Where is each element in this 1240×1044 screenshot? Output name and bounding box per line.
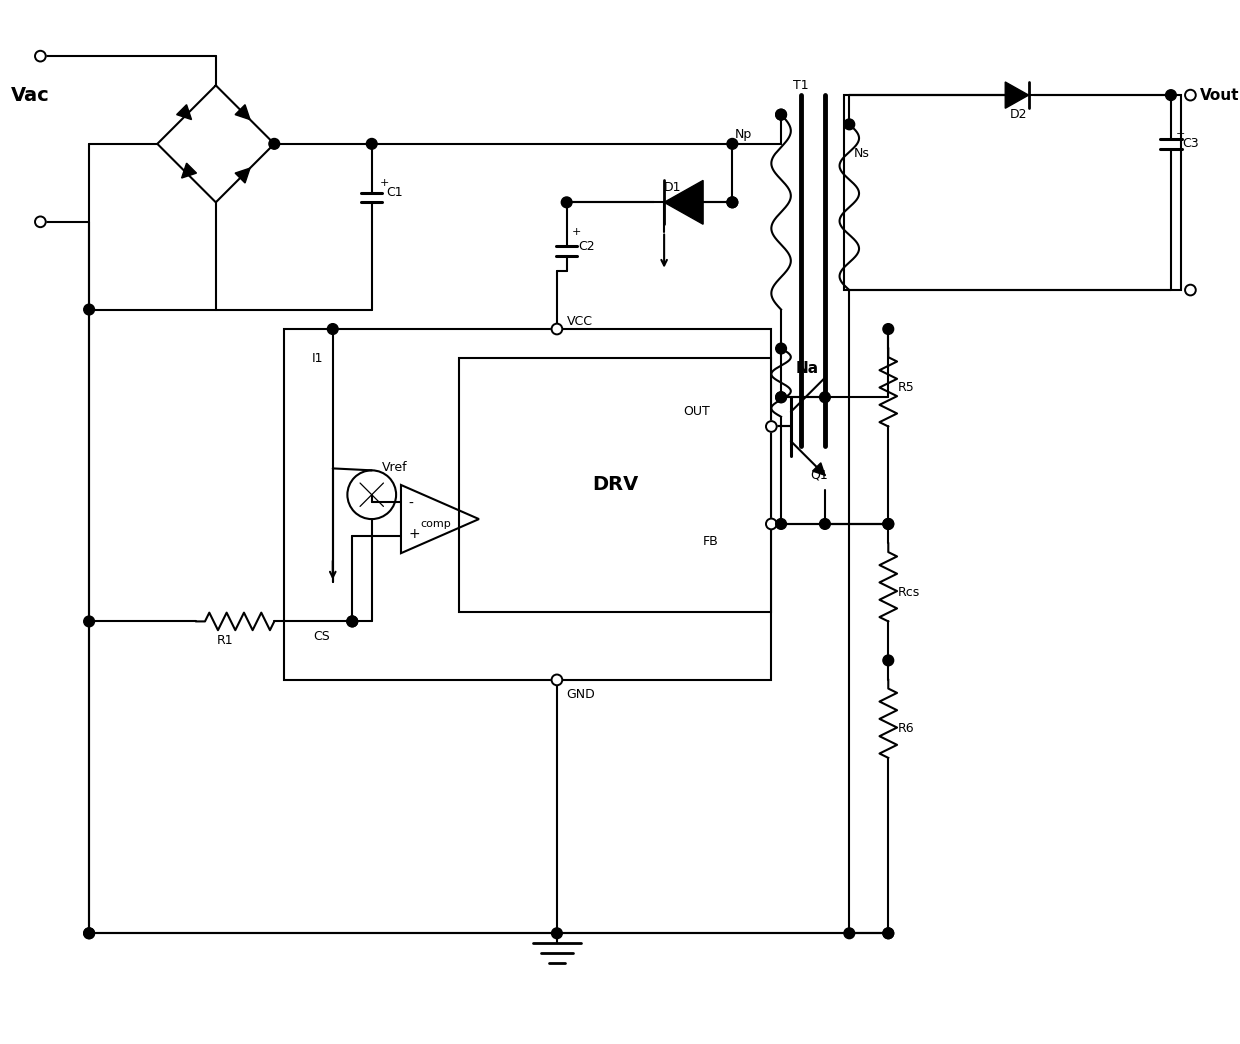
Text: R5: R5 [898,381,915,394]
Text: VCC: VCC [567,314,593,328]
Circle shape [883,928,894,939]
Polygon shape [812,462,825,475]
Circle shape [820,519,831,529]
Bar [284,329,771,680]
Circle shape [562,197,572,208]
Text: R6: R6 [898,722,915,735]
Text: T1: T1 [792,79,808,92]
Text: Q1: Q1 [810,469,828,481]
Polygon shape [181,163,196,179]
Polygon shape [1006,82,1029,109]
Circle shape [766,421,776,432]
Text: I1: I1 [311,352,322,364]
Text: Na: Na [796,360,818,376]
Text: -: - [409,497,414,511]
Text: Vref: Vref [382,460,407,474]
Circle shape [766,519,776,529]
Circle shape [84,304,94,315]
Text: +: + [379,177,389,188]
Text: GND: GND [567,688,595,701]
Circle shape [776,392,786,403]
Circle shape [776,343,786,354]
Circle shape [776,110,786,120]
Polygon shape [236,104,250,120]
Text: OUT: OUT [683,405,711,419]
Text: FB: FB [703,535,719,548]
Circle shape [35,51,46,62]
Circle shape [883,519,894,529]
Circle shape [883,519,894,529]
Circle shape [552,674,562,685]
Text: DRV: DRV [593,475,639,495]
Text: C1: C1 [387,186,403,199]
Circle shape [1185,90,1195,100]
Circle shape [727,197,738,208]
Circle shape [1166,90,1177,100]
Circle shape [844,119,854,129]
Text: +: + [1176,129,1185,139]
Circle shape [84,928,94,939]
Text: CS: CS [314,630,330,642]
Text: Vout: Vout [1200,88,1240,102]
Circle shape [883,324,894,334]
Circle shape [269,139,280,149]
Circle shape [820,392,831,403]
Text: Ns: Ns [854,147,870,160]
Circle shape [1185,285,1195,295]
Text: C3: C3 [1183,138,1199,150]
Text: Vac: Vac [11,86,50,104]
Text: comp: comp [420,519,451,529]
Text: C2: C2 [578,240,595,253]
Text: R1: R1 [217,635,234,647]
Bar [460,358,771,612]
Text: Np: Np [734,127,751,141]
Circle shape [347,616,357,626]
Circle shape [552,324,562,334]
Circle shape [327,324,339,334]
Circle shape [84,928,94,939]
Circle shape [776,392,786,403]
Circle shape [776,519,786,529]
Circle shape [844,928,854,939]
Circle shape [776,110,786,120]
Circle shape [883,655,894,666]
Circle shape [35,216,46,228]
Text: +: + [572,227,580,237]
Text: Rcs: Rcs [898,586,920,598]
Circle shape [883,928,894,939]
Polygon shape [665,181,703,224]
Polygon shape [176,104,191,120]
Text: D1: D1 [665,182,682,194]
Circle shape [84,616,94,626]
Polygon shape [236,168,250,183]
Text: D2: D2 [1011,109,1028,121]
Circle shape [366,139,377,149]
Bar [844,95,1180,290]
Circle shape [727,139,738,149]
Circle shape [347,616,357,626]
Text: +: + [409,527,420,541]
Circle shape [727,197,738,208]
Circle shape [552,928,562,939]
